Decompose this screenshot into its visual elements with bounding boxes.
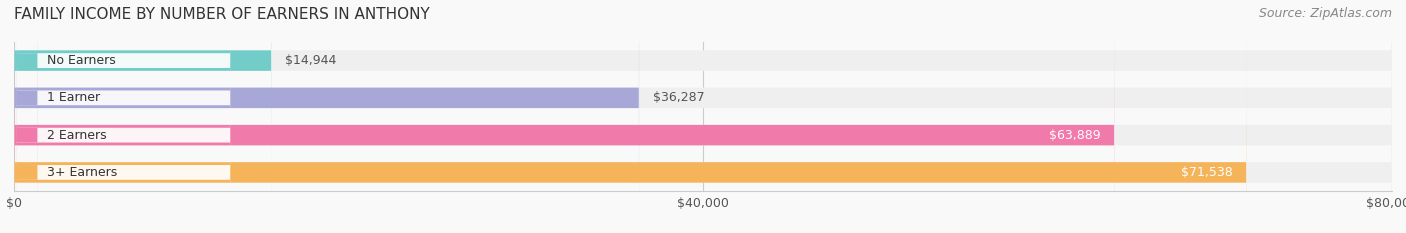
FancyBboxPatch shape	[17, 0, 38, 233]
Text: FAMILY INCOME BY NUMBER OF EARNERS IN ANTHONY: FAMILY INCOME BY NUMBER OF EARNERS IN AN…	[14, 7, 430, 22]
FancyBboxPatch shape	[17, 0, 231, 233]
FancyBboxPatch shape	[14, 0, 640, 233]
FancyBboxPatch shape	[14, 0, 271, 233]
Text: 1 Earner: 1 Earner	[48, 91, 100, 104]
FancyBboxPatch shape	[17, 0, 231, 233]
FancyBboxPatch shape	[14, 0, 1392, 233]
Text: $36,287: $36,287	[652, 91, 704, 104]
FancyBboxPatch shape	[17, 0, 38, 233]
Text: $14,944: $14,944	[285, 54, 336, 67]
Text: No Earners: No Earners	[48, 54, 115, 67]
FancyBboxPatch shape	[14, 0, 1246, 233]
FancyBboxPatch shape	[17, 0, 231, 233]
FancyBboxPatch shape	[17, 31, 38, 233]
FancyBboxPatch shape	[14, 0, 1392, 233]
Text: $71,538: $71,538	[1181, 166, 1233, 179]
FancyBboxPatch shape	[14, 0, 1115, 233]
Text: 2 Earners: 2 Earners	[48, 129, 107, 142]
FancyBboxPatch shape	[17, 0, 38, 202]
Text: Source: ZipAtlas.com: Source: ZipAtlas.com	[1258, 7, 1392, 20]
FancyBboxPatch shape	[17, 0, 231, 233]
FancyBboxPatch shape	[14, 0, 1392, 233]
Text: $63,889: $63,889	[1049, 129, 1101, 142]
FancyBboxPatch shape	[14, 0, 1392, 233]
Text: 3+ Earners: 3+ Earners	[48, 166, 117, 179]
